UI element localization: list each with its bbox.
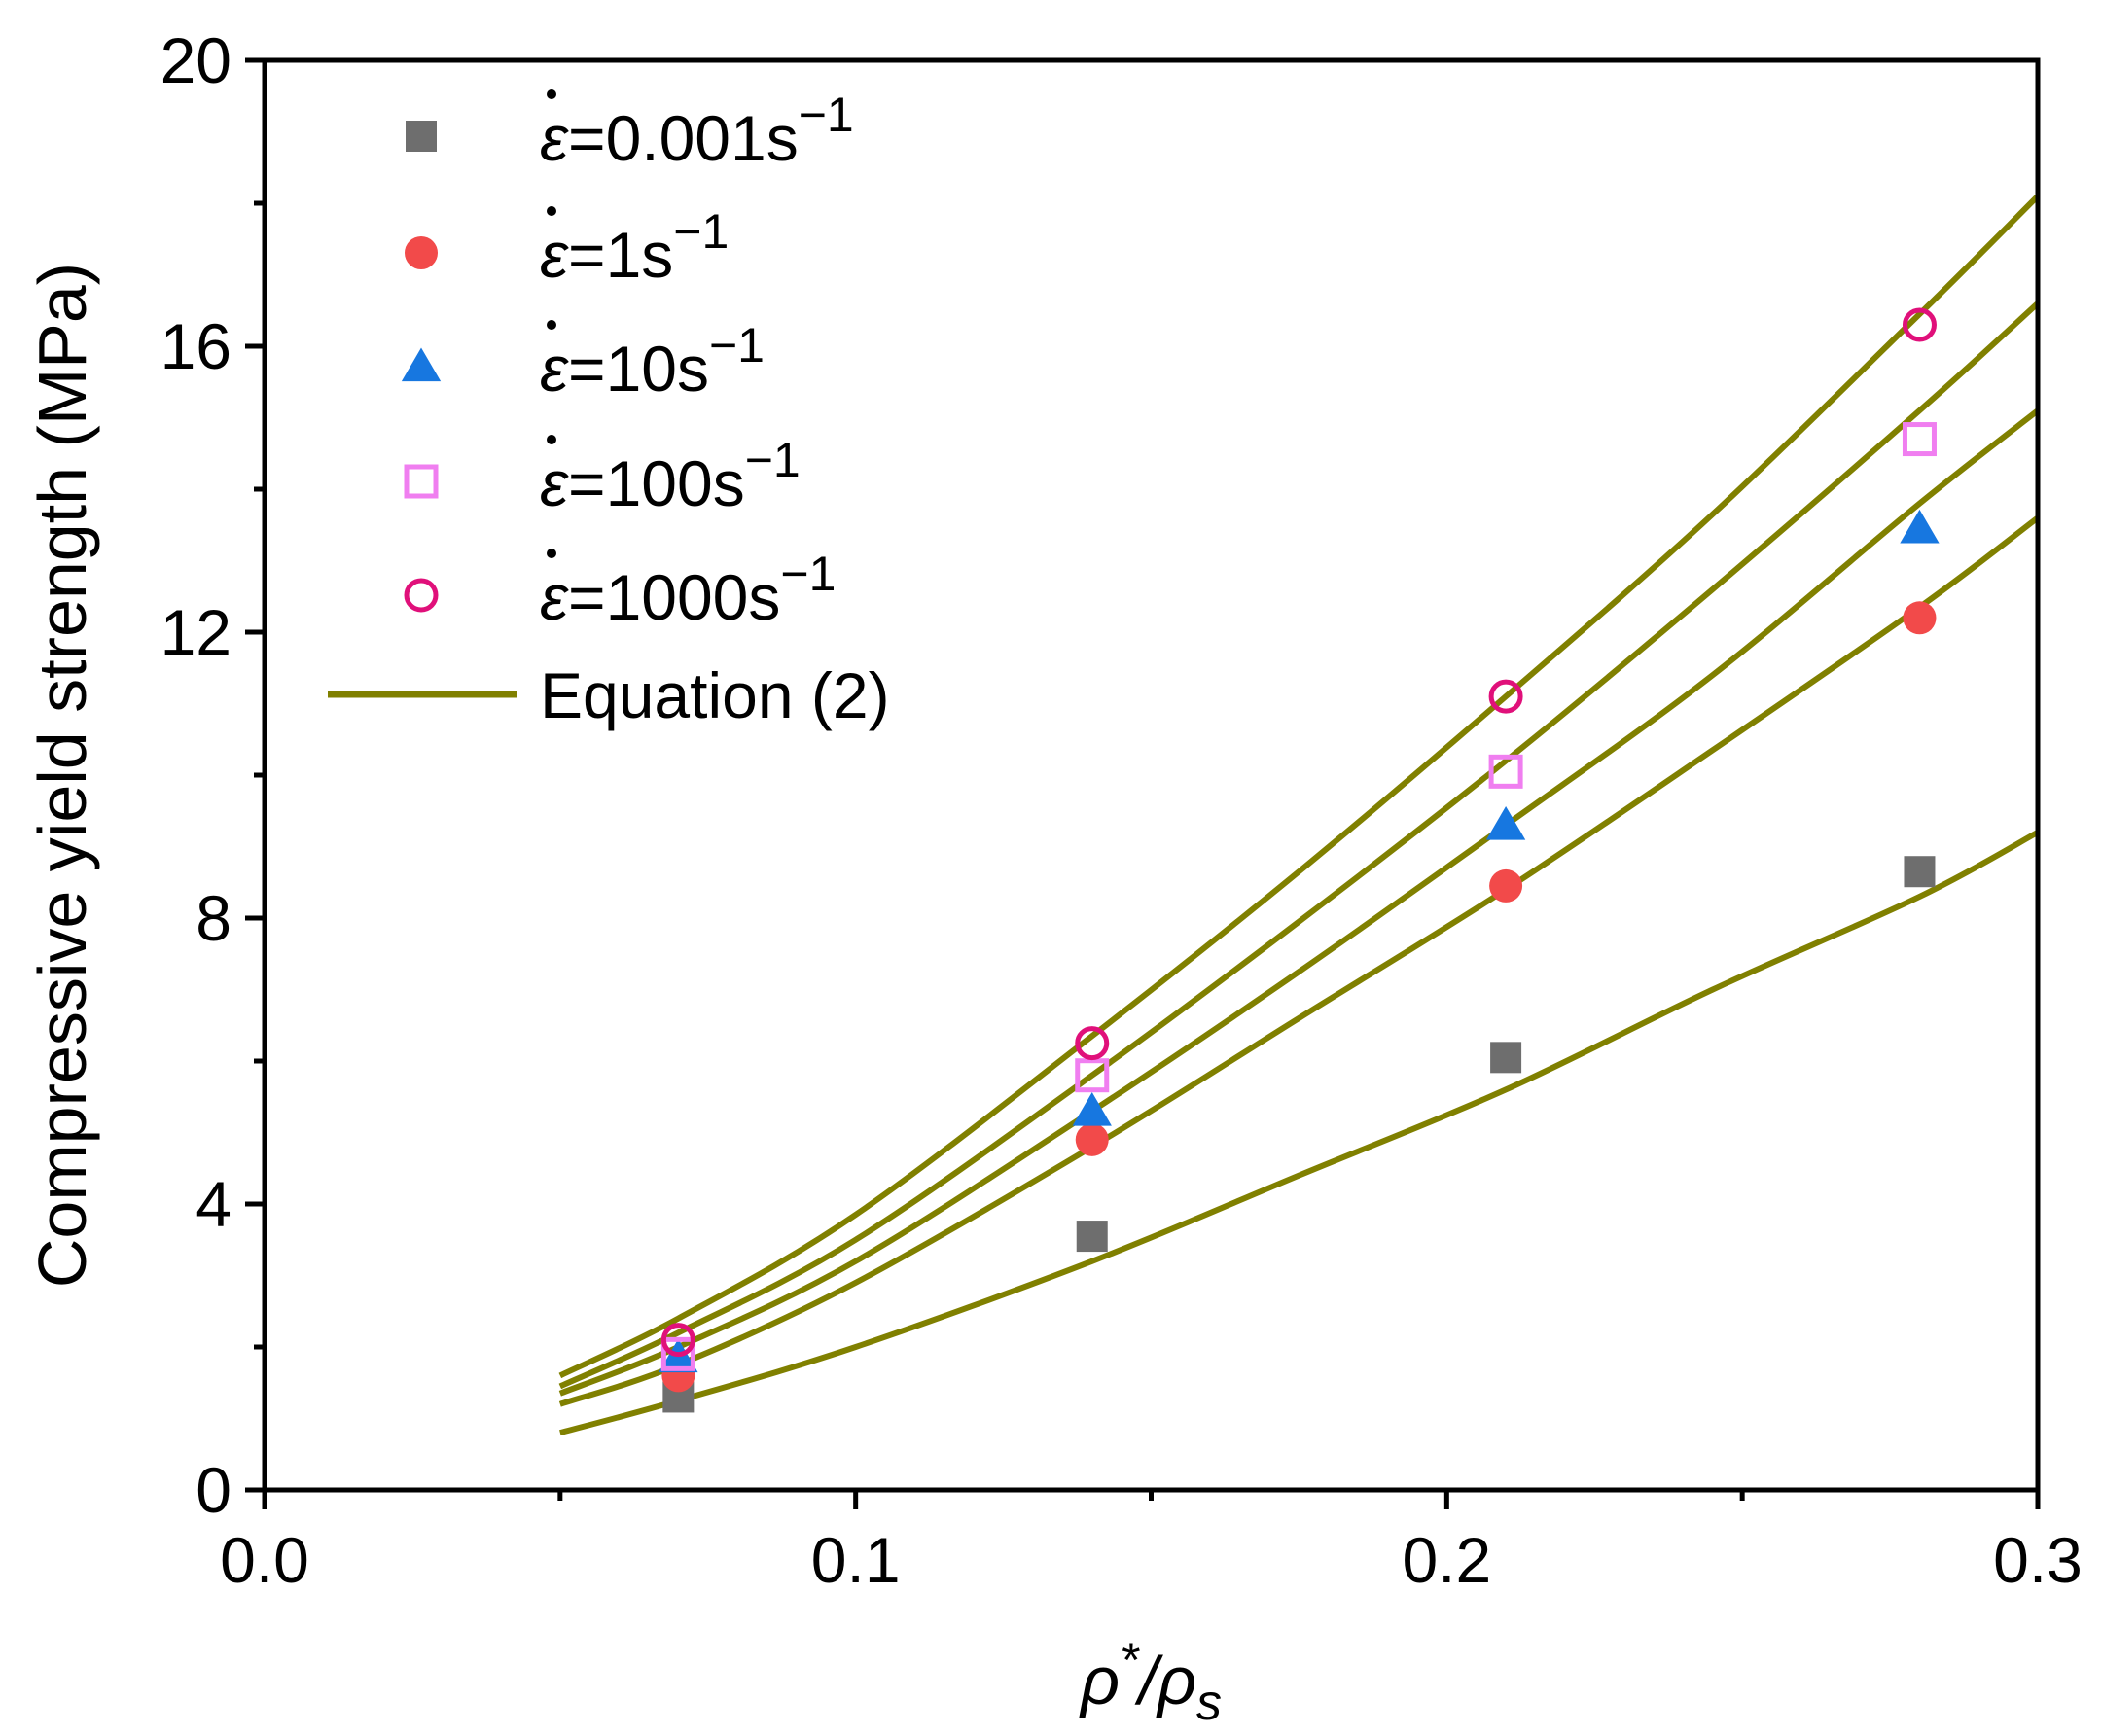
- legend-marker-rate-100: [404, 464, 439, 499]
- point-rate-10-2: [1072, 1091, 1112, 1126]
- legend-rate-unit: s: [748, 561, 780, 633]
- point-rate-10-4: [1900, 509, 1940, 544]
- point-rate-0.001-4: [1904, 856, 1936, 888]
- equation-2-curve-5: [558, 194, 2041, 1379]
- point-rate-1000-3: [1488, 679, 1523, 714]
- legend-rate-unit: s: [677, 333, 709, 405]
- legend-rate-exponent: −1: [709, 318, 765, 372]
- point-rate-100-2: [1075, 1058, 1110, 1093]
- legend-rate-exponent: −1: [745, 433, 801, 487]
- x-tick-label: 0.3: [1993, 1524, 2083, 1596]
- y-tick-label: 0: [196, 1454, 232, 1526]
- legend-rate-unit: s: [766, 102, 799, 174]
- legend-rate-exponent: −1: [780, 547, 836, 601]
- legend-rate-value: 1: [606, 219, 642, 291]
- point-rate-1000-4: [1902, 307, 1937, 342]
- point-rate-100-1: [660, 1336, 695, 1371]
- point-rate-10-3: [1485, 805, 1526, 840]
- legend-epsilon: ε: [540, 102, 569, 174]
- legend-equals: =: [568, 102, 606, 174]
- x-tick-label: 0.0: [220, 1524, 309, 1596]
- x-axis-title-star: *: [1120, 1633, 1140, 1687]
- y-tick-label: 8: [196, 882, 232, 954]
- epsilon-dot: [547, 549, 556, 558]
- point-rate-0.001-2: [1076, 1221, 1108, 1253]
- x-tick-label: 0.2: [1402, 1524, 1491, 1596]
- x-axis-title-sub: s: [1196, 1675, 1222, 1731]
- legend-epsilon: ε: [540, 219, 569, 291]
- x-tick-label: 0.1: [811, 1524, 901, 1596]
- legend-rate-value: 1000: [606, 561, 749, 633]
- x-axis-title-rho-s: ρ: [1156, 1643, 1196, 1718]
- legend-rate-value: 10: [606, 333, 677, 405]
- legend-label-rate-0.001: ε=0.001s−1: [540, 88, 854, 174]
- y-tick-label: 20: [160, 24, 232, 96]
- legend-equals: =: [568, 447, 606, 519]
- axes: 0.0 0.1 0.2 0.3 0 4 8 12 16 20 Compressive yield s…: [24, 24, 2083, 1731]
- y-tick-label: 16: [160, 310, 232, 382]
- epsilon-dot: [547, 89, 556, 99]
- legend-label-equation-2: Equation (2): [540, 659, 890, 731]
- point-rate-1-2: [1075, 1122, 1109, 1156]
- epsilon-dot: [547, 206, 556, 216]
- legend-equals: =: [568, 561, 606, 633]
- legend-rate-exponent: −1: [673, 204, 729, 259]
- legend-label-rate-1000: ε=1000s−1: [540, 547, 836, 633]
- fit-lines: [558, 194, 2041, 1436]
- x-axis-title-rho: ρ: [1079, 1643, 1120, 1718]
- equation-2-curve-3: [558, 407, 2040, 1397]
- point-rate-1000-1: [660, 1323, 695, 1358]
- equation-2-curve-2: [558, 515, 2040, 1407]
- epsilon-dot: [547, 435, 556, 444]
- x-axis-title: ρ*/ρs: [1079, 1633, 1222, 1731]
- legend-rate-value: 100: [606, 447, 713, 519]
- legend-marker-rate-1000: [404, 578, 439, 613]
- legend-rate-exponent: −1: [799, 88, 854, 142]
- legend-rate-value: 0.001: [606, 102, 766, 174]
- legend-rate-unit: s: [713, 447, 745, 519]
- legend: ε=0.001s−1ε=1s−1ε=10s−1ε=100s−1ε=1000s−1…: [328, 88, 890, 731]
- legend-label-rate-1: ε=1s−1: [540, 204, 729, 291]
- legend-rate-unit: s: [641, 219, 673, 291]
- legend-label-rate-100: ε=100s−1: [540, 433, 801, 519]
- legend-label-rate-10: ε=10s−1: [540, 318, 765, 405]
- data-markers: [659, 307, 1940, 1413]
- point-rate-1-4: [1903, 601, 1937, 635]
- point-rate-100-4: [1902, 422, 1937, 457]
- legend-equals: =: [568, 333, 606, 405]
- legend-equals: =: [568, 219, 606, 291]
- legend-marker-rate-1: [405, 236, 438, 269]
- legend-marker-rate-0.001: [406, 121, 437, 152]
- point-rate-100-3: [1488, 754, 1523, 789]
- y-axis-title: Compressive yield strength (MPa): [24, 263, 100, 1288]
- point-rate-1-3: [1489, 868, 1523, 903]
- y-tick-label: 12: [160, 596, 232, 668]
- legend-marker-rate-10: [401, 347, 442, 382]
- point-rate-1000-2: [1075, 1026, 1110, 1061]
- legend-epsilon: ε: [540, 561, 569, 633]
- legend-epsilon: ε: [540, 447, 569, 519]
- equation-2-curve-4: [558, 301, 2041, 1390]
- legend-epsilon: ε: [540, 333, 569, 405]
- point-rate-0.001-3: [1490, 1042, 1522, 1074]
- y-tick-label: 4: [196, 1168, 232, 1240]
- epsilon-dot: [547, 320, 556, 330]
- equation-2-curve-1: [559, 830, 2040, 1436]
